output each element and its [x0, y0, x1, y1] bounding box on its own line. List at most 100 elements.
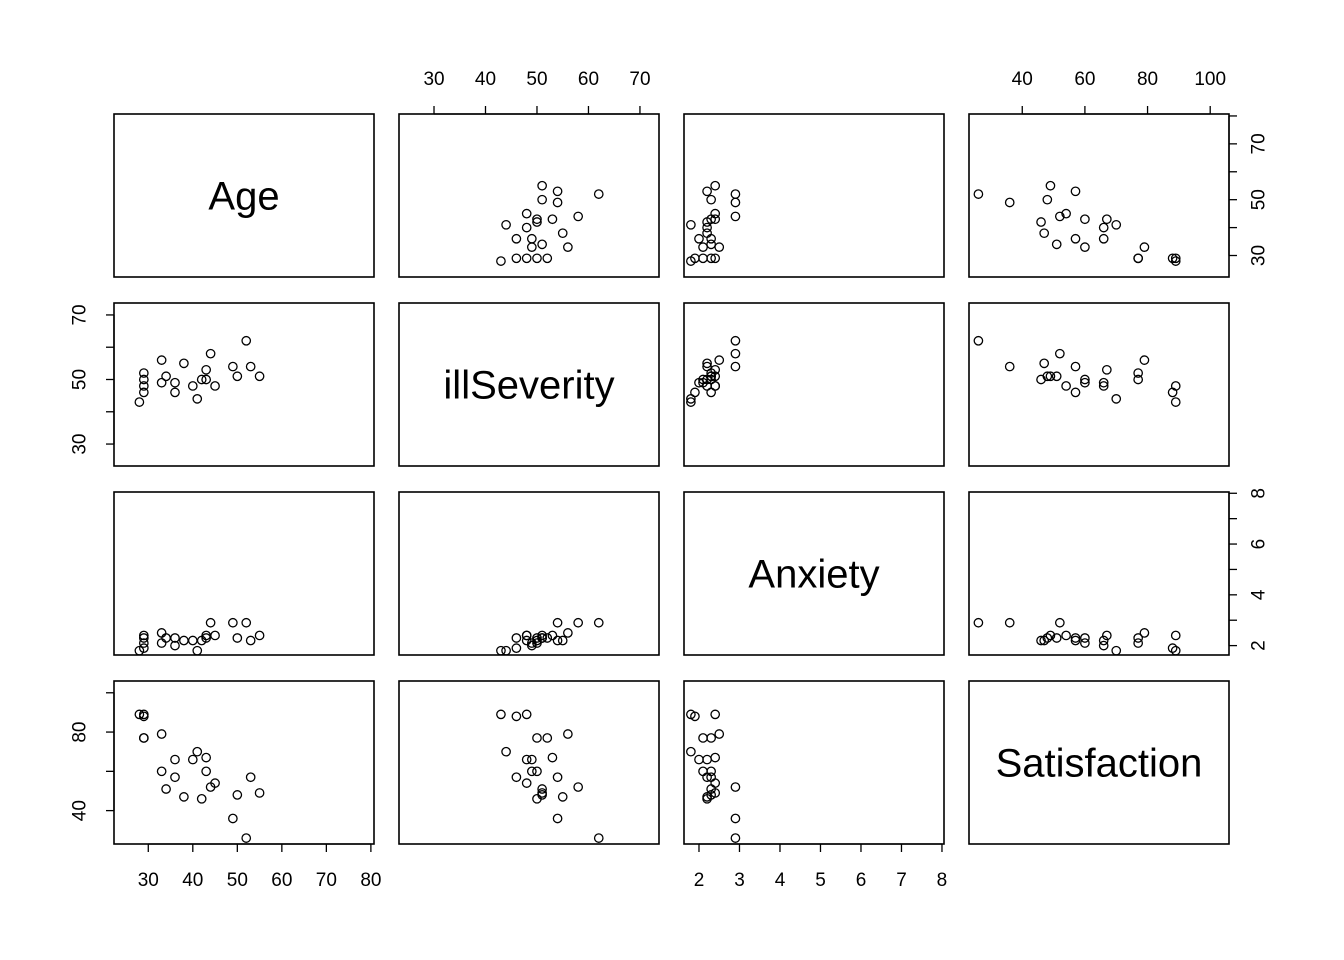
data-point-13	[702, 358, 712, 369]
tick-label: 40	[475, 69, 496, 90]
data-point-14	[1051, 633, 1062, 643]
data-point-11	[138, 630, 149, 641]
data-point-2	[170, 772, 180, 783]
panel-frame	[683, 680, 945, 845]
data-point-4	[192, 746, 203, 757]
data-point-20	[710, 180, 721, 191]
data-point-4	[1111, 645, 1122, 656]
data-point-18	[138, 387, 149, 398]
data-point-14	[1051, 239, 1062, 250]
data-point-11	[1170, 253, 1181, 264]
data-point-14	[537, 239, 547, 250]
tick-label: 70	[1249, 133, 1270, 154]
data-point-9	[973, 617, 984, 628]
data-point-13	[557, 228, 568, 239]
data-point-12	[1101, 364, 1112, 375]
data-point-7	[1036, 635, 1046, 646]
data-point-23	[532, 633, 542, 643]
data-point-16	[170, 754, 180, 765]
panel-frame	[398, 491, 660, 656]
data-point-22	[205, 617, 216, 628]
data-point-8	[521, 778, 532, 788]
tick-label: 30	[423, 69, 444, 90]
data-point-11	[521, 709, 532, 720]
data-point-9	[241, 833, 252, 843]
left-axis-illseverity: 30 50 70	[70, 304, 115, 455]
data-point-3	[187, 754, 198, 765]
data-point-17	[1139, 355, 1150, 365]
panel-age-vs-age: Age	[113, 113, 375, 278]
data-point-7	[196, 793, 207, 804]
left-axis-satisfaction: 40 80	[70, 692, 115, 821]
data-point-22	[573, 782, 584, 792]
data-point-13	[557, 792, 568, 802]
data-point-20	[254, 630, 265, 641]
data-point-23	[201, 374, 212, 385]
bottom-axis-anxiety: 2 3 4 5 6 7 8	[694, 843, 947, 891]
data-point-22	[573, 211, 584, 222]
panel-illseverity-vs-satisfaction	[968, 302, 1230, 467]
data-point-9	[241, 617, 252, 628]
tick-label: 50	[227, 870, 248, 891]
data-point-16	[694, 233, 704, 244]
data-point-18	[690, 253, 700, 264]
data-point-17	[563, 628, 573, 638]
tick-label: 60	[1074, 69, 1095, 90]
data-point-18	[1167, 643, 1178, 653]
panel-frame	[968, 680, 1230, 845]
data-point-16	[526, 233, 537, 244]
data-point-6	[1004, 361, 1015, 372]
data-point-3	[521, 635, 532, 646]
data-point-3	[702, 754, 712, 765]
data-point-14	[1051, 371, 1062, 382]
panel-satisfaction-vs-illseverity	[398, 680, 660, 845]
panel-age-vs-illseverity	[398, 113, 660, 278]
data-point-7	[532, 635, 542, 646]
data-point-2	[170, 387, 180, 398]
data-point-20	[254, 788, 265, 798]
data-point-13	[179, 358, 189, 369]
panel-satisfaction-vs-age	[113, 680, 375, 845]
data-point-21	[542, 633, 553, 643]
data-point-2	[511, 633, 522, 643]
data-point-23	[706, 374, 716, 385]
tick-label: 6	[1249, 539, 1270, 550]
data-point-14	[706, 371, 716, 382]
data-point-2	[1070, 633, 1081, 643]
tick-label: 4	[1249, 589, 1270, 600]
data-point-6	[552, 617, 563, 628]
panel-anxiety-vs-satisfaction	[968, 491, 1230, 656]
data-point-19	[1080, 377, 1090, 388]
data-point-9	[730, 833, 741, 843]
data-point-18	[511, 711, 522, 722]
data-point-6	[228, 617, 238, 628]
data-point-13	[702, 228, 712, 239]
data-point-13	[179, 635, 189, 646]
data-point-3	[1098, 381, 1109, 391]
data-point-1	[1042, 194, 1053, 205]
data-point-18	[511, 253, 522, 264]
tick-label: 30	[70, 433, 91, 454]
diagonal-label-illseverity: illSeverity	[443, 364, 614, 408]
data-point-16	[694, 754, 704, 765]
tick-label: 60	[578, 69, 599, 90]
data-point-10	[532, 638, 542, 648]
data-point-17	[714, 729, 725, 739]
data-point-1	[706, 194, 716, 205]
data-point-15	[702, 186, 712, 197]
panel-frame	[398, 680, 660, 845]
data-point-10	[698, 253, 708, 264]
data-point-17	[563, 242, 573, 252]
panel-age-vs-anxiety	[683, 113, 945, 278]
data-point-12	[547, 630, 558, 641]
data-point-23	[201, 633, 212, 643]
panel-frame	[398, 302, 660, 467]
data-point-6	[228, 361, 238, 372]
data-point-17	[1139, 242, 1150, 252]
tick-label: 40	[182, 870, 203, 891]
data-point-18	[138, 643, 149, 653]
data-point-13	[179, 792, 189, 802]
data-point-6	[1004, 617, 1015, 628]
data-point-20	[710, 788, 721, 798]
